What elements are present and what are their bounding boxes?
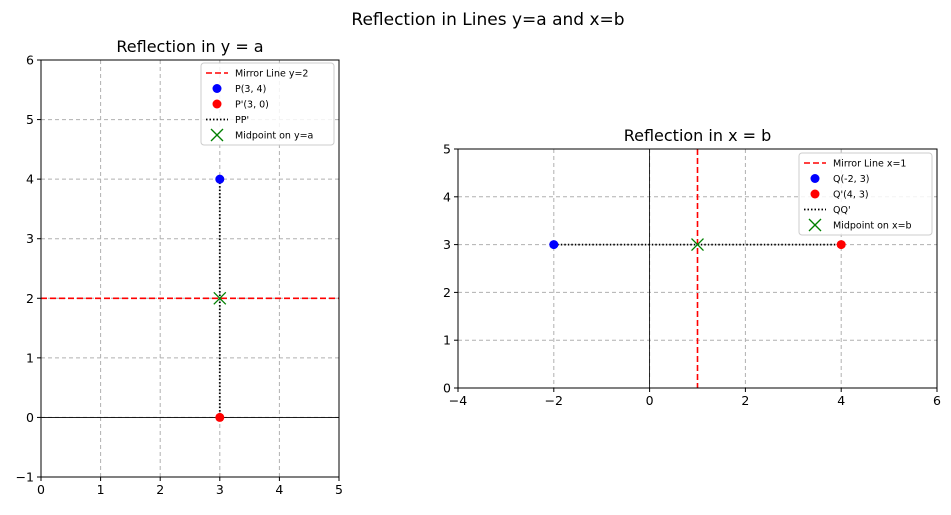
y-tick-label: 2 [26, 291, 34, 306]
legend-handle-image [810, 189, 820, 199]
legend-label-segment: PP' [235, 115, 249, 126]
legend-handle-midpoint [808, 218, 822, 232]
x-tick-label: 4 [275, 482, 283, 497]
x-tick-label: 2 [741, 393, 749, 408]
x-tick-label: 0 [37, 482, 45, 497]
plot-frame [457, 148, 938, 389]
legend-label-mirror: Mirror Line y=2 [235, 69, 308, 80]
x-tick-label: 2 [156, 482, 164, 497]
original-point [549, 240, 559, 250]
legend-handle-original [810, 174, 820, 183]
x-tick-label: 0 [646, 393, 654, 408]
x-tick-label: 3 [216, 482, 224, 497]
legend: Mirror Line y=2 P(3, 4) P'(3, 0) PP' Midpoin… [200, 62, 335, 146]
legend-label-midpoint: Midpoint on y=a [235, 131, 313, 142]
legend-handle-original [212, 84, 222, 93]
legend-frame [798, 152, 933, 236]
legend-label-original: Q(-2, 3) [833, 174, 869, 185]
plot-frame [40, 59, 340, 478]
x-tick-label: 5 [335, 482, 343, 497]
legend-label-image: P'(3, 0) [235, 100, 269, 111]
x-tick-label: 6 [933, 393, 941, 408]
y-tick-label: 1 [26, 350, 34, 365]
original-point [215, 174, 225, 184]
y-tick-label: 1 [443, 333, 451, 348]
chart-title: Reflection in y = a [116, 37, 263, 56]
y-tick-label: −1 [16, 470, 34, 485]
x-tick-label: −4 [449, 393, 467, 408]
y-tick-label: 6 [26, 53, 34, 68]
y-tick-label: 5 [443, 142, 451, 157]
y-tick-label: 3 [443, 237, 451, 252]
y-tick-label: 4 [26, 172, 34, 187]
y-tick-label: 0 [26, 410, 34, 425]
legend-frame [200, 62, 335, 146]
chart-title: Reflection in x = b [624, 126, 772, 145]
y-tick-label: 3 [26, 231, 34, 246]
legend-label-segment: QQ' [833, 205, 851, 216]
midpoint-stroke [213, 291, 227, 305]
legend-label-image: Q'(4, 3) [833, 190, 869, 201]
chart-right: Reflection in x = b −4 −2 0 2 4 6 0 1 2 3 4 5 Mirror … [443, 126, 941, 408]
midpoint-marker [213, 291, 227, 305]
legend-label-mirror: Mirror Line x=1 [833, 159, 906, 170]
y-tick-label: 5 [26, 112, 34, 127]
legend-label-original: P(3, 4) [235, 84, 266, 95]
midpoint-marker [691, 238, 704, 252]
x-tick-label: −2 [545, 393, 563, 408]
legend-handle-image [212, 99, 222, 109]
y-tick-label: 0 [443, 381, 451, 396]
y-tick-label: 4 [443, 189, 451, 204]
image-point [836, 240, 846, 250]
legend-label-midpoint: Midpoint on x=b [833, 221, 912, 232]
legend: Mirror Line x=1 Q(-2, 3) Q'(4, 3) QQ' Midpoi… [798, 152, 933, 236]
image-point [215, 412, 225, 422]
x-tick-label: 4 [837, 393, 845, 408]
midpoint-stroke [691, 238, 704, 252]
figure-suptitle: Reflection in Lines y=a and x=b [351, 10, 624, 30]
y-tick-label: 2 [443, 285, 451, 300]
chart-left: Reflection in y = a0 1 2 3 4 5−10123456Mirror… [16, 37, 343, 497]
x-tick-label: 1 [97, 482, 105, 497]
legend-handle-midpoint [210, 128, 224, 142]
